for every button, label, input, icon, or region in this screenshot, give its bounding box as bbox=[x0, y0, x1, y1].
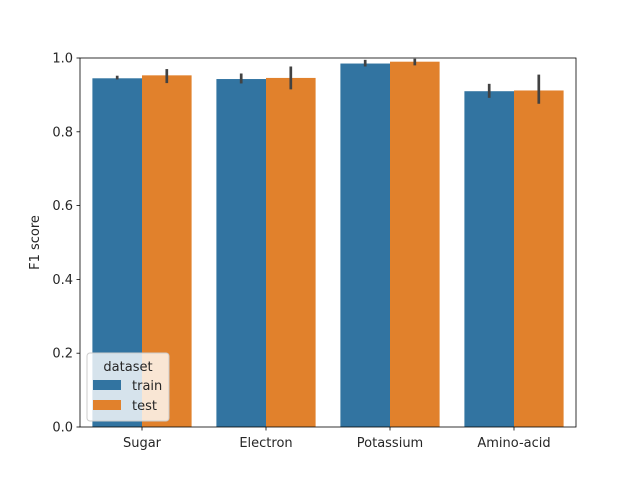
x-axis: Sugar Electron Potassium Amino-acid bbox=[123, 427, 551, 451]
y-axis: 0.0 0.2 0.4 0.6 0.8 1.0 bbox=[52, 52, 80, 436]
bar-train-potassium bbox=[340, 63, 390, 427]
legend-swatch-train bbox=[93, 380, 121, 390]
legend-title: dataset bbox=[103, 360, 152, 375]
x-tick-label: Amino-acid bbox=[477, 436, 550, 451]
legend-label-test: test bbox=[132, 399, 157, 414]
x-tick-label: Electron bbox=[239, 436, 292, 451]
error-bar-group bbox=[115, 58, 541, 104]
bar-train-amino-acid bbox=[464, 91, 514, 428]
y-axis-label: F1 score bbox=[28, 215, 43, 270]
y-tick-label: 0.0 bbox=[52, 421, 73, 436]
bar-test-potassium bbox=[390, 61, 440, 427]
y-tick-label: 0.6 bbox=[52, 199, 73, 214]
y-tick-label: 0.4 bbox=[52, 273, 73, 288]
x-tick-label: Potassium bbox=[357, 436, 423, 451]
x-tick-label: Sugar bbox=[123, 436, 162, 451]
y-tick-label: 1.0 bbox=[52, 52, 73, 67]
y-tick-label: 0.8 bbox=[52, 125, 73, 140]
legend[interactable]: dataset train test bbox=[86, 352, 170, 422]
bar-test-amino-acid bbox=[514, 90, 564, 428]
legend-label-train: train bbox=[132, 379, 162, 394]
y-tick-label: 0.2 bbox=[52, 347, 73, 362]
legend-swatch-test bbox=[93, 400, 121, 410]
bar-train-electron bbox=[216, 79, 266, 428]
plot-area-frame bbox=[79, 57, 577, 428]
bar-test-electron bbox=[266, 77, 316, 428]
